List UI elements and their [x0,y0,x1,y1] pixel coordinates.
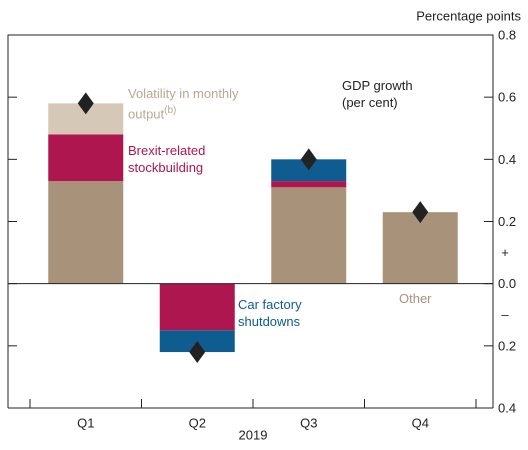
sign-positive: + [501,245,509,260]
bar-segment [48,181,124,284]
y-tick-label: 0.8 [498,27,516,42]
gdp-marker [300,148,317,171]
x-axis-title: 2019 [239,427,268,442]
legend-volatility-text: Volatility in monthly output [128,86,239,122]
legend-other: Other [399,290,459,307]
bar-segment [271,187,347,284]
legend-volatility: Volatility in monthly output(b) [128,85,243,122]
y-tick-label: 0.0 [498,276,516,291]
x-tick-label: Q4 [412,415,429,430]
note-marker: (b) [164,105,177,116]
x-tick-label: Q3 [300,415,317,430]
legend-gdp: GDP growth (per cent) [342,77,432,111]
legend-car-text: Car factory shutdowns [238,297,302,329]
legend-brexit: Brexit-related stockbuilding [128,142,228,176]
y-tick-label: 0.2 [498,214,516,229]
bar-segment [159,283,235,331]
y-tick-label: 0.2 [498,338,516,353]
y-tick-label: 0.4 [498,152,516,167]
x-tick-label: Q2 [189,415,206,430]
legend-other-text: Other [399,291,432,306]
bar-segment [382,212,458,284]
gdp-marker [189,341,206,364]
bar-segment [48,134,124,182]
y-tick-label: 0.6 [498,90,516,105]
gdp-marker [77,92,94,115]
gdp-marker [412,201,429,224]
sign-negative: – [501,307,509,322]
y-unit-label: Percentage points [416,8,521,23]
x-tick-label: Q1 [77,415,94,430]
legend-car: Car factory shutdowns [238,296,318,330]
legend-brexit-text: Brexit-related stockbuilding [128,143,206,175]
legend-gdp-text: GDP growth (per cent) [342,78,413,110]
y-tick-label: 0.4 [498,400,516,415]
bar-segment [271,181,347,188]
